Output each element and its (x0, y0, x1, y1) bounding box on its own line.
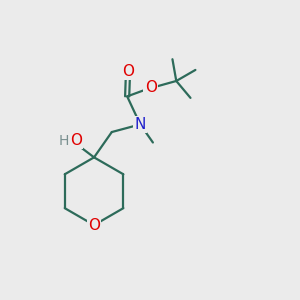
Text: H: H (59, 134, 69, 148)
Text: O: O (70, 133, 82, 148)
Text: O: O (88, 218, 100, 232)
Text: N: N (134, 117, 146, 132)
Text: O: O (122, 64, 134, 79)
Text: O: O (145, 80, 157, 95)
